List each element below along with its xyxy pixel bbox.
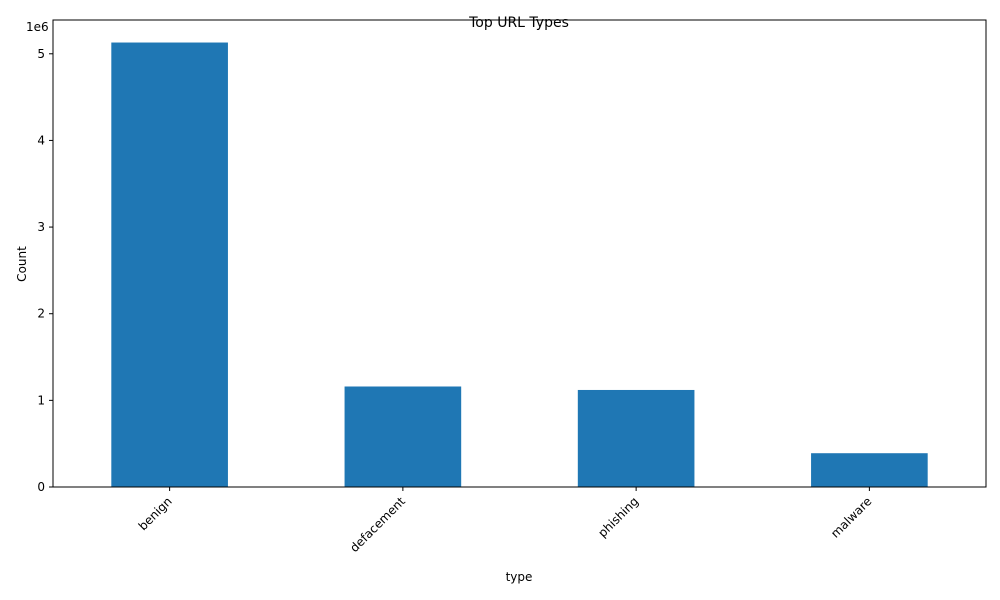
x-axis-ticks: benign defacement phishing malware [136, 487, 874, 555]
bar-malware [811, 453, 928, 487]
bar-benign [111, 42, 228, 487]
y-tick-label: 3 [37, 220, 45, 234]
y-axis-offset-label: 1e6 [26, 20, 49, 34]
x-tick-label: defacement [347, 494, 408, 555]
x-axis-label: type [506, 570, 533, 584]
y-tick-label: 4 [37, 133, 45, 147]
y-tick-label: 0 [37, 480, 45, 494]
bar-phishing [577, 389, 695, 487]
plot-area-frame [52, 19, 987, 488]
x-tick-label: benign [136, 494, 175, 533]
y-tick-label: 2 [37, 307, 45, 321]
y-tick-label: 5 [37, 47, 45, 61]
y-axis-ticks: 0 1 2 3 4 5 [37, 47, 53, 494]
chart-title: Top URL Types [468, 15, 569, 31]
bars-group [111, 42, 928, 487]
y-tick-label: 1 [37, 393, 45, 407]
y-axis-label: Count [15, 246, 29, 282]
x-tick-label: malware [828, 494, 874, 540]
x-tick-label: phishing [595, 494, 641, 540]
bar-defacement [344, 386, 462, 487]
